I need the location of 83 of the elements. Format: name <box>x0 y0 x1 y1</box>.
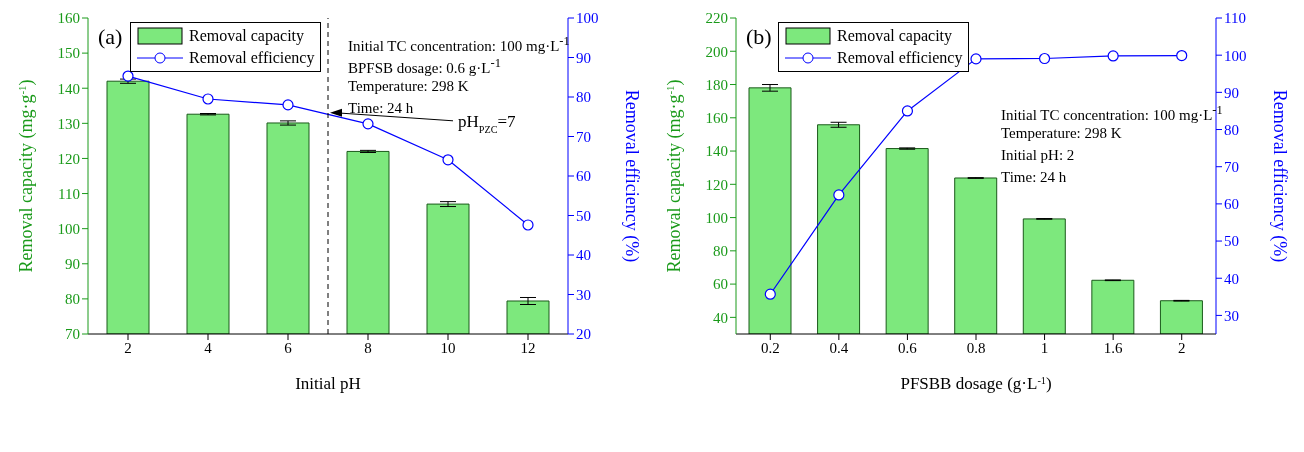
annotation: (b) <box>746 24 772 50</box>
y2-tick-label: 50 <box>1224 233 1239 250</box>
y-tick-label: 120 <box>705 176 728 193</box>
annotation: Initial pH: 2 <box>1001 147 1075 164</box>
y2-tick-label: 110 <box>1224 10 1246 27</box>
y2-tick-label: 40 <box>576 247 591 264</box>
x-tick-label: 0.8 <box>966 339 986 356</box>
annotation: Initial TC concentration: 100 mg·L$^{-1}$ <box>1001 103 1223 124</box>
y2-tick-label: 80 <box>576 89 591 106</box>
annotation: Initial TC concentration: 100 mg·L$^{-1}$ <box>348 34 570 55</box>
y-tick-label: 110 <box>58 185 80 202</box>
x-tick-label: 4 <box>204 339 213 356</box>
point <box>282 99 294 111</box>
y2-axis-title: Removal efficiency (%) <box>621 89 642 263</box>
y2-tick-label: 90 <box>1224 84 1239 101</box>
y-tick-label: 80 <box>713 243 728 260</box>
x-tick-label: 1 <box>1040 339 1049 356</box>
x-tick-label: 2 <box>1177 339 1186 356</box>
point <box>522 219 534 231</box>
legend-label: Removal efficiency <box>189 49 315 67</box>
point <box>362 118 374 130</box>
point <box>442 154 454 166</box>
point <box>764 288 776 300</box>
y-tick-label: 200 <box>705 43 728 60</box>
x-tick-label: 0.2 <box>760 339 780 356</box>
y2-tick-label: 70 <box>576 128 591 145</box>
y2-tick-label: 50 <box>576 207 591 224</box>
annotation: Time: 24 h <box>1001 169 1067 186</box>
x-axis-title: Initial pH <box>295 374 361 393</box>
point <box>1107 50 1119 62</box>
y2-tick-label: 90 <box>576 49 591 66</box>
y-tick-label: 90 <box>65 256 80 273</box>
y-tick-label: 120 <box>57 150 80 167</box>
y-tick-label: 40 <box>713 309 728 326</box>
y-tick-label: 100 <box>705 209 728 226</box>
x-tick-label: 8 <box>364 339 372 356</box>
y2-tick-label: 80 <box>1224 121 1239 138</box>
y2-tick-label: 30 <box>1224 307 1239 324</box>
x-tick-label: 0.6 <box>898 339 918 356</box>
annotation: Temperature: 298 K <box>348 78 469 95</box>
point <box>202 93 214 105</box>
y-tick-label: 180 <box>705 76 728 93</box>
point <box>1176 49 1188 62</box>
y2-tick-label: 60 <box>1224 196 1239 213</box>
point <box>833 189 845 201</box>
x-tick-label: 0.4 <box>829 339 849 356</box>
x-tick-label: 2 <box>124 339 132 356</box>
y2-tick-label: 70 <box>1224 159 1239 176</box>
point <box>970 53 982 65</box>
x-tick-label: 10 <box>440 339 456 356</box>
x-tick-label: 12 <box>520 339 536 356</box>
y-tick-label: 60 <box>713 276 728 293</box>
y2-tick-label: 100 <box>576 10 599 27</box>
y-tick-label: 140 <box>57 80 80 97</box>
annotation: BPFSB dosage: 0.6 g·L$^{-1}$ <box>348 56 501 77</box>
y2-axis-title: Removal efficiency (%) <box>1269 89 1290 263</box>
y-tick-label: 220 <box>705 10 728 27</box>
point <box>1038 52 1051 65</box>
point <box>122 70 134 82</box>
y-tick-label: 160 <box>57 10 80 27</box>
y-tick-label: 70 <box>65 326 80 343</box>
y2-tick-label: 40 <box>1224 270 1239 287</box>
annotation: (a) <box>98 24 123 50</box>
y-tick-label: 160 <box>705 110 728 127</box>
ref-line-label: pH$_{PZC}$=7 <box>458 111 517 135</box>
legend-label: Removal efficiency <box>837 49 963 67</box>
y-tick-label: 100 <box>57 220 80 237</box>
x-tick-label: 6 <box>284 339 293 356</box>
y2-tick-label: 100 <box>1224 47 1247 64</box>
point <box>901 105 914 117</box>
legend-label: Removal capacity <box>189 27 305 45</box>
y2-tick-label: 30 <box>576 286 591 303</box>
y-tick-label: 130 <box>57 115 80 132</box>
x-axis-title: PFSBB dosage (g·L$^{-1}$) <box>900 374 1052 393</box>
y-tick-label: 140 <box>705 143 728 160</box>
y-tick-label: 150 <box>57 45 80 62</box>
x-tick-label: 1.6 <box>1103 339 1124 356</box>
y2-tick-label: 60 <box>576 168 591 185</box>
y2-tick-label: 20 <box>576 326 591 343</box>
y-tick-label: 80 <box>65 291 80 308</box>
annotation: Temperature: 298 K <box>1001 125 1122 142</box>
annotation: Time: 24 h <box>348 100 414 117</box>
legend-label: Removal capacity <box>837 27 953 45</box>
